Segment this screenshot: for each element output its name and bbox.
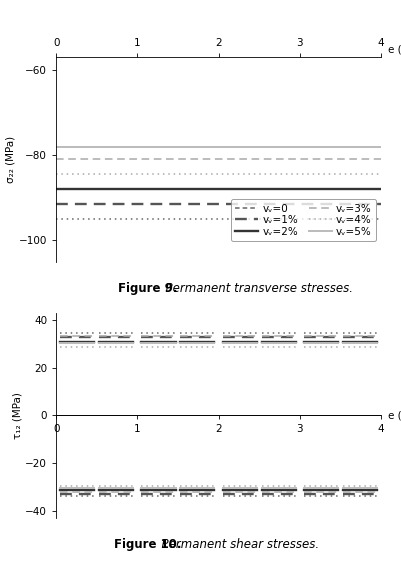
Text: e (mm): e (mm) xyxy=(388,44,401,54)
Text: e (mm): e (mm) xyxy=(388,410,401,420)
Text: Figure 9.: Figure 9. xyxy=(118,282,178,295)
Y-axis label: τ₁₂ (MPa): τ₁₂ (MPa) xyxy=(12,392,22,439)
Text: Permanent shear stresses.: Permanent shear stresses. xyxy=(154,538,320,551)
Y-axis label: σ₂₂ (MPa): σ₂₂ (MPa) xyxy=(6,136,16,183)
Text: Figure 10.: Figure 10. xyxy=(114,538,182,551)
Text: Permanent transverse stresses.: Permanent transverse stresses. xyxy=(158,282,353,295)
Legend: vᵥ=0, vᵥ=1%, vᵥ=2%, vᵥ=3%, vᵥ=4%, vᵥ=5%: vᵥ=0, vᵥ=1%, vᵥ=2%, vᵥ=3%, vᵥ=4%, vᵥ=5% xyxy=(231,199,376,241)
